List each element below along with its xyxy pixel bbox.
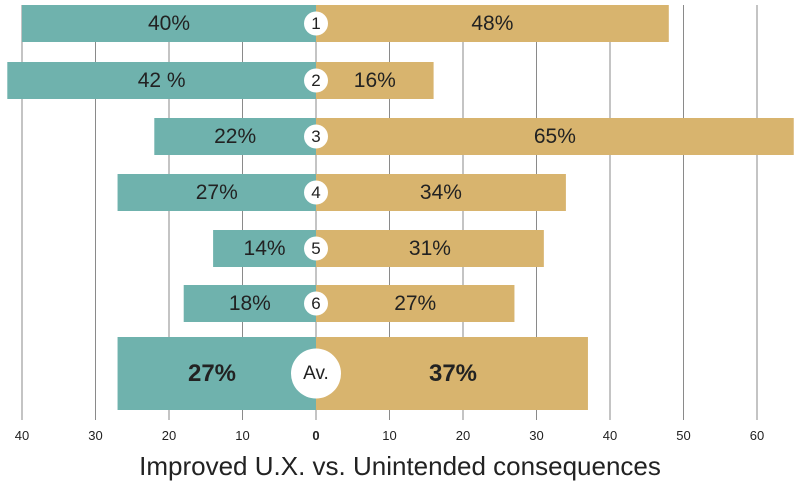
data-label-improved-ux-1: 40% [148, 12, 190, 35]
category-badge-5 [304, 236, 328, 261]
category-label-average: Av. [303, 363, 329, 384]
category-badge-2 [304, 68, 328, 93]
tick-label-left-20: 20 [162, 428, 176, 443]
data-label-unintended-3: 65% [534, 125, 576, 148]
data-label-improved-ux-5: 14% [244, 237, 286, 260]
bar-unintended-4 [316, 174, 566, 211]
data-label-unintended-average: 37% [429, 360, 477, 387]
x-axis-title: Improved U.X. vs. Unintended consequence… [139, 451, 661, 481]
data-label-improved-ux-4: 27% [196, 181, 238, 204]
bar-unintended-5 [316, 230, 544, 267]
data-label-improved-ux-6: 18% [229, 292, 271, 315]
category-badge-3 [304, 124, 328, 149]
category-label-1: 1 [311, 14, 320, 33]
category-badge-6 [304, 291, 328, 316]
tick-label-left-30: 30 [88, 428, 102, 443]
bar-improved-ux-5 [213, 230, 316, 267]
bar-improved-ux-3 [154, 118, 316, 155]
data-label-unintended-6: 27% [394, 292, 436, 315]
bar-unintended-1 [316, 5, 669, 42]
bars: 40% 48% 1 42 % 16% 2 22% 65% 3 27% 34% 4 14% 31% 5 18% 2… [7, 5, 794, 410]
tick-label-right-50: 50 [676, 428, 690, 443]
bar-improved-ux-1 [22, 5, 316, 42]
category-label-3: 3 [311, 127, 320, 146]
tick-label-left-40: 40 [15, 428, 29, 443]
category-label-4: 4 [311, 183, 320, 202]
bar-improved-ux-average [117, 337, 316, 410]
bar-unintended-average [316, 337, 588, 410]
tick-label-right-60: 60 [750, 428, 764, 443]
data-label-improved-ux-2: 42 % [138, 69, 186, 92]
tick-label-right-30: 30 [529, 428, 543, 443]
data-label-improved-ux-average: 27% [188, 360, 236, 387]
bar-unintended-2 [316, 62, 434, 99]
category-badge-1 [304, 11, 328, 36]
axis-ticks: 40 30 20 10 0 10 20 30 40 50 60 [15, 428, 764, 443]
data-label-improved-ux-3: 22% [214, 125, 256, 148]
data-label-unintended-4: 34% [420, 181, 462, 204]
category-label-6: 6 [311, 294, 320, 313]
bar-improved-ux-4 [117, 174, 316, 211]
bar-unintended-6 [316, 285, 515, 322]
bar-improved-ux-6 [183, 285, 316, 322]
tick-label-right-20: 20 [456, 428, 470, 443]
category-label-2: 2 [311, 71, 320, 90]
category-badge-average [291, 348, 341, 399]
category-label-5: 5 [311, 239, 320, 258]
category-badge-4 [304, 180, 328, 205]
bar-unintended-3 [316, 118, 794, 155]
tick-label-left-10: 10 [235, 428, 249, 443]
tick-label-center: 0 [312, 428, 319, 443]
data-label-unintended-1: 48% [471, 12, 513, 35]
data-label-unintended-2: 16% [354, 69, 396, 92]
data-label-unintended-5: 31% [409, 237, 451, 260]
bar-improved-ux-2 [7, 62, 317, 99]
tick-label-right-10: 10 [382, 428, 396, 443]
tick-label-right-40: 40 [603, 428, 617, 443]
